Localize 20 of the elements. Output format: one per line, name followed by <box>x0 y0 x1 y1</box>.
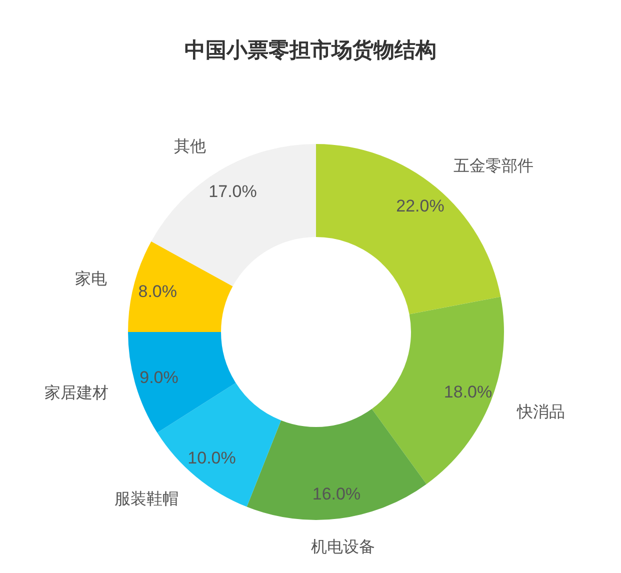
data-label: 8.0% <box>138 282 178 301</box>
data-label: 10.0% <box>188 448 236 468</box>
donut-slice <box>246 408 427 520</box>
slice-label: 机电设备 <box>311 536 376 556</box>
slice-label: 家电 <box>74 268 107 288</box>
donut-slice <box>128 332 236 433</box>
data-label: 16.0% <box>312 484 361 504</box>
data-label: 17.0% <box>208 182 257 201</box>
data-label: 18.0% <box>444 382 492 402</box>
donut-slice <box>128 241 233 332</box>
slice-label: 服装鞋帽 <box>114 488 178 508</box>
slice-label: 五金零部件 <box>454 156 534 176</box>
donut-slice <box>372 296 504 484</box>
chart-title: 中国小票零担市场货物结构 <box>184 37 438 64</box>
slice-label: 快消品 <box>516 402 565 422</box>
slice-label: 其他 <box>174 136 206 156</box>
donut-slice <box>316 144 501 314</box>
data-label: 22.0% <box>396 196 444 216</box>
slice-label: 家居建材 <box>44 382 109 402</box>
data-label: 9.0% <box>140 368 178 388</box>
